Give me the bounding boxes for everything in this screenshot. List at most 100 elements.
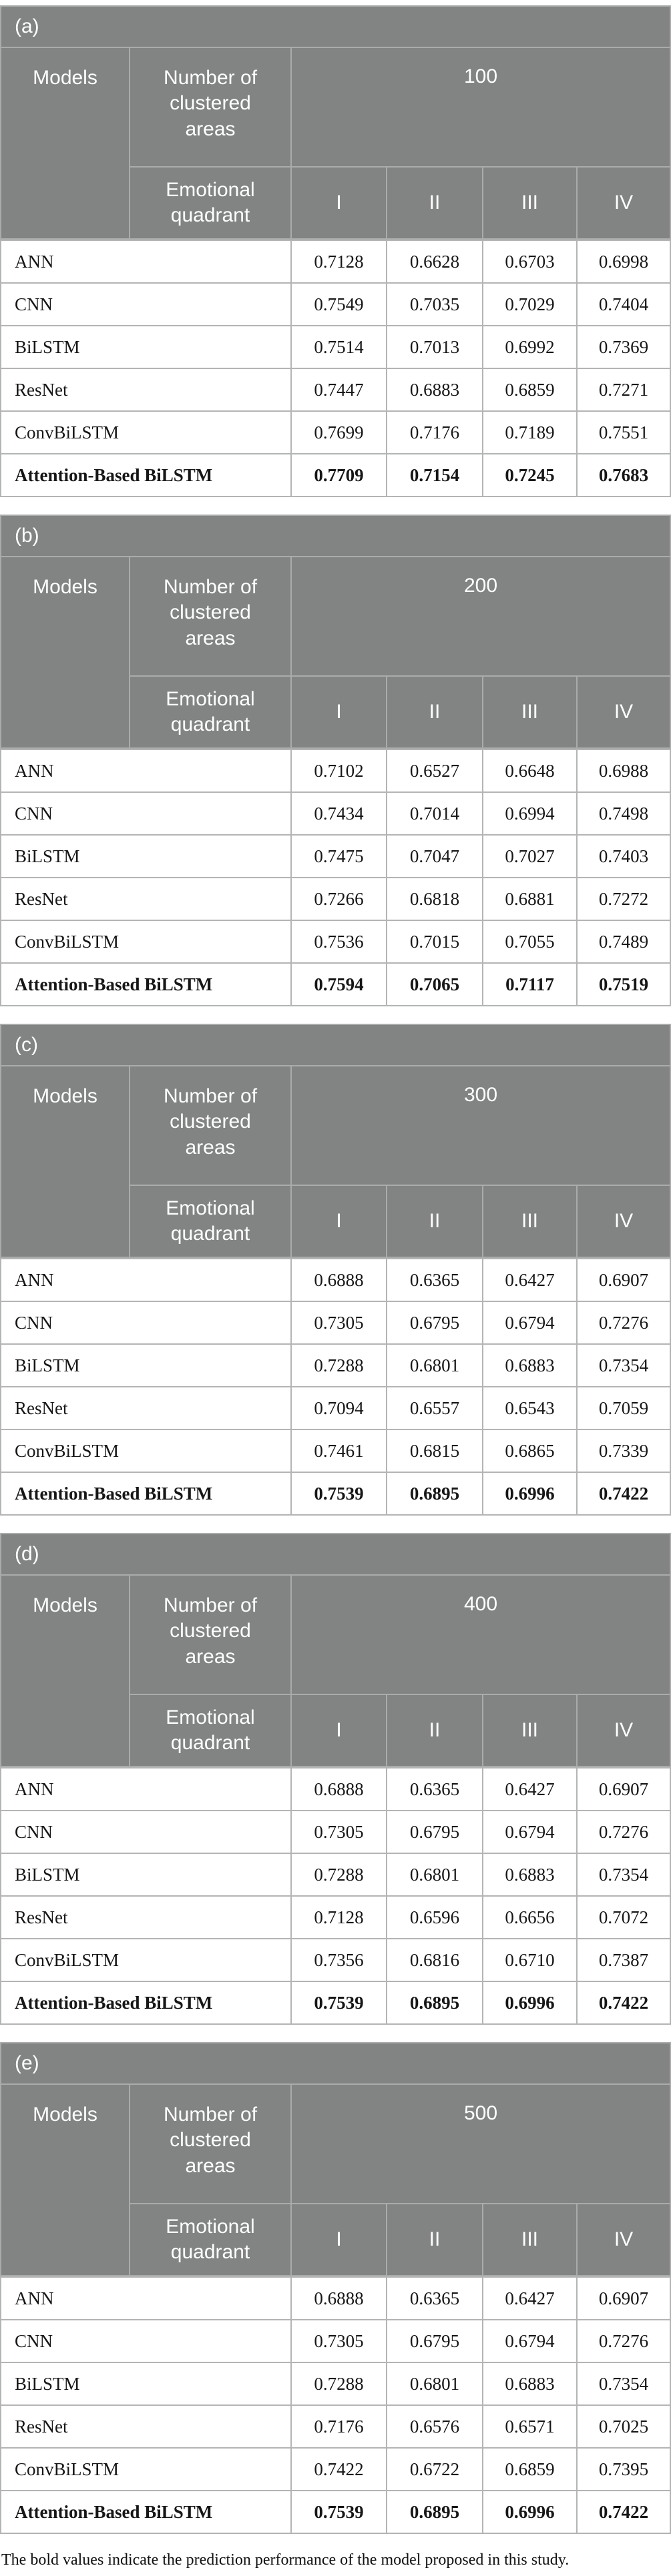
value-cell: 0.6795 [387,1302,482,1343]
value-cell: 0.6888 [292,2278,386,2319]
quadrant-i-header-cell: I [292,677,386,747]
model-row: ANN 0.6888 0.6365 0.6427 0.6907 [1,1259,670,1301]
models-header-cell: Models [1,1576,129,1766]
value-cell: 0.6722 [387,2449,482,2490]
value-cell: 0.7154 [387,454,482,496]
value-cell: 0.7354 [578,1854,670,1895]
model-row: ANN 0.6888 0.6365 0.6427 0.6907 [1,1768,670,1810]
clustered-areas-label: Number of clustered areas [163,1085,258,1159]
model-name-cell: ResNet [1,1387,290,1429]
value-cell: 0.6794 [483,1811,576,1853]
quadrant-iii-header-cell: III [483,1186,576,1257]
value-cell: 0.7305 [292,1302,386,1343]
model-name-cell: Attention-Based BiLSTM [1,1473,290,1514]
value-cell: 0.6881 [483,878,576,920]
value-cell: 0.7369 [578,326,670,368]
value-cell: 0.6907 [578,1259,670,1301]
models-header-cell: Models [1,1066,129,1257]
value-cell: 0.7176 [292,2406,386,2447]
value-cell: 0.7189 [483,412,576,453]
table-data: ANN 0.7128 0.6628 0.6703 0.6998 CNN 0.7549 0.70… [0,240,671,497]
value-cell: 0.7489 [578,921,670,962]
header-row-1: Models Number of clustered areas 200 [1,557,670,747]
table-rows: ANN 0.7128 0.6628 0.6703 0.6998 CNN 0.7549 0.70… [1,241,670,496]
tables-root: (a) Models Number of clustered areas 100… [0,5,671,2534]
value-cell: 0.7519 [578,964,670,1005]
value-cell: 0.7272 [578,878,670,920]
quadrant-ii-header-cell: II [387,168,482,238]
value-cell: 0.6656 [483,1897,576,1938]
value-cell: 0.7047 [387,836,482,877]
value-cell: 0.7094 [292,1387,386,1429]
caption-row: (b) [1,516,670,556]
model-row: ResNet 0.7447 0.6883 0.6859 0.7271 [1,369,670,410]
value-cell: 0.6895 [387,1982,482,2023]
quadrant-iv-header-cell: IV [578,1186,670,1257]
areas-count-cell: 200 [292,557,670,675]
model-row: ConvBiLSTM 0.7461 0.6815 0.6865 0.7339 [1,1430,670,1472]
value-cell: 0.6795 [387,2320,482,2362]
value-cell: 0.7461 [292,1430,386,1472]
value-cell: 0.6543 [483,1387,576,1429]
value-cell: 0.6710 [483,1939,576,1981]
value-cell: 0.7475 [292,836,386,877]
value-cell: 0.7276 [578,2320,670,2362]
value-cell: 0.7514 [292,326,386,368]
value-cell: 0.7395 [578,2449,670,2490]
table-header: (c) Models Number of clustered areas 300… [0,1024,671,1258]
model-row: ConvBiLSTM 0.7356 0.6816 0.6710 0.7387 [1,1939,670,1981]
value-cell: 0.7403 [578,836,670,877]
models-header-cell: Models [1,2085,129,2275]
quadrant-iii-header-cell: III [483,677,576,747]
model-row: Attention-Based BiLSTM 0.7594 0.7065 0.7117… [1,964,670,1005]
table-header: (e) Models Number of clustered areas 500… [0,2042,671,2276]
header-row-2: Emotional quadrant I II III IV [1,2204,670,2275]
table-caption: (d) [1,1534,670,1574]
model-name-cell: CNN [1,1811,290,1853]
value-cell: 0.7102 [292,750,386,791]
value-cell: 0.6801 [387,1854,482,1895]
table-data: ANN 0.6888 0.6365 0.6427 0.6907 CNN 0.7305 0.67… [0,2276,671,2534]
model-row: CNN 0.7305 0.6795 0.6794 0.7276 [1,1302,670,1343]
table-rows: ANN 0.6888 0.6365 0.6427 0.6907 CNN 0.7305 0.67… [1,2278,670,2533]
model-name-cell: ANN [1,750,290,791]
emotional-quadrant-header-cell: Emotional quadrant [130,1695,290,1766]
table-section: (b) Models Number of clustered areas 200… [0,515,671,1006]
value-cell: 0.6895 [387,2491,482,2533]
model-name-cell: ANN [1,1768,290,1810]
value-cell: 0.6427 [483,1259,576,1301]
value-cell: 0.6648 [483,750,576,791]
value-cell: 0.7539 [292,2491,386,2533]
value-cell: 0.6859 [483,369,576,410]
value-cell: 0.6888 [292,1259,386,1301]
value-cell: 0.6557 [387,1387,482,1429]
value-cell: 0.7434 [292,793,386,834]
model-name-cell: Attention-Based BiLSTM [1,964,290,1005]
value-cell: 0.6427 [483,2278,576,2319]
value-cell: 0.7027 [483,836,576,877]
clustered-areas-label: Number of clustered areas [163,2104,258,2177]
model-name-cell: ResNet [1,1897,290,1938]
areas-count-cell: 400 [292,1576,670,1694]
value-cell: 0.7288 [292,1345,386,1386]
value-cell: 0.6801 [387,1345,482,1386]
model-name-cell: CNN [1,1302,290,1343]
quadrant-iv-header-cell: IV [578,677,670,747]
model-name-cell: BiLSTM [1,326,290,368]
value-cell: 0.7536 [292,921,386,962]
value-cell: 0.6859 [483,2449,576,2490]
clustered-areas-label: Number of clustered areas [163,67,258,140]
quadrant-iii-header-cell: III [483,1695,576,1766]
emotional-quadrant-label: Emotional quadrant [166,1197,255,1245]
value-cell: 0.6998 [578,241,670,282]
model-row: BiLSTM 0.7514 0.7013 0.6992 0.7369 [1,326,670,368]
value-cell: 0.6527 [387,750,482,791]
emotional-quadrant-label: Emotional quadrant [166,178,255,226]
value-cell: 0.7305 [292,1811,386,1853]
value-cell: 0.7551 [578,412,670,453]
quadrant-i-header-cell: I [292,168,386,238]
value-cell: 0.7014 [387,793,482,834]
model-row: BiLSTM 0.7288 0.6801 0.6883 0.7354 [1,2363,670,2404]
caption-row: (d) [1,1534,670,1574]
value-cell: 0.6427 [483,1768,576,1810]
